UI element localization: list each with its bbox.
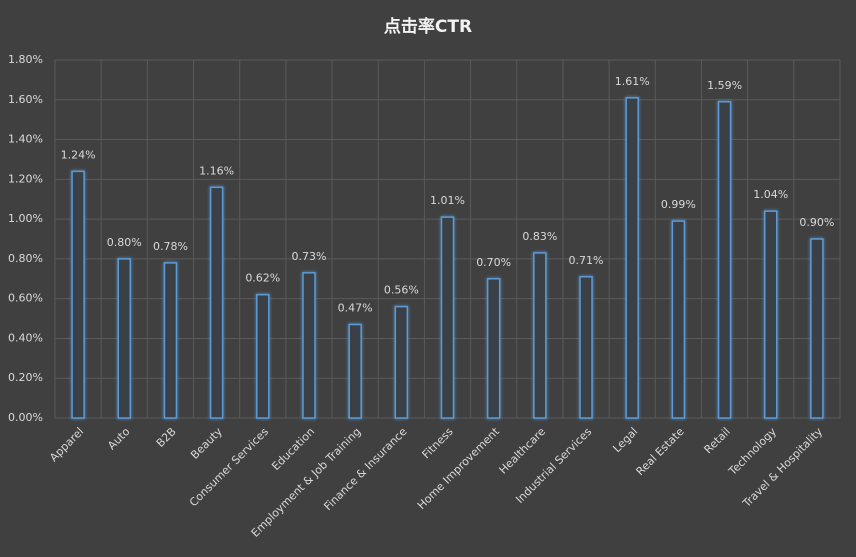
value-label: 1.59% (707, 79, 742, 92)
value-label: 0.71% (569, 254, 604, 267)
y-tick-label: 0.20% (8, 371, 43, 384)
y-tick-label: 1.80% (8, 53, 43, 66)
bar (440, 216, 455, 419)
bar (533, 252, 547, 419)
value-label: 0.73% (291, 250, 326, 263)
value-label: 0.80% (107, 236, 142, 249)
bar (486, 278, 501, 419)
bar (717, 101, 732, 419)
bar (348, 323, 362, 419)
bar (302, 272, 316, 419)
value-label: 0.62% (245, 272, 280, 285)
y-tick-label: 0.00% (8, 411, 43, 424)
bar (671, 220, 686, 419)
bar (256, 293, 270, 419)
y-tick-label: 0.40% (8, 331, 43, 344)
y-tick-label: 1.20% (8, 172, 43, 185)
value-label: 1.01% (430, 194, 465, 207)
value-label: 0.90% (799, 216, 834, 229)
y-tick-label: 1.60% (8, 93, 43, 106)
bar (209, 186, 224, 419)
y-tick-label: 0.60% (8, 292, 43, 305)
value-label: 0.99% (661, 198, 696, 211)
bar (625, 97, 639, 419)
bar (394, 305, 409, 419)
value-label: 0.83% (522, 230, 557, 243)
bar (117, 258, 132, 419)
bar (579, 276, 593, 419)
value-label: 1.16% (199, 164, 234, 177)
bar (163, 262, 178, 419)
value-label: 0.70% (476, 256, 511, 269)
value-label: 0.47% (338, 302, 373, 315)
bar (71, 170, 85, 419)
value-label: 1.04% (753, 188, 788, 201)
value-label: 1.24% (61, 148, 96, 161)
bar (810, 238, 824, 419)
value-label: 0.56% (384, 284, 419, 297)
chart-title: 点击率CTR (384, 16, 472, 37)
y-tick-label: 0.80% (8, 252, 43, 265)
y-tick-label: 1.00% (8, 212, 43, 225)
value-label: 1.61% (615, 75, 650, 88)
y-tick-label: 1.40% (8, 133, 43, 146)
value-label: 0.78% (153, 240, 188, 253)
bar (763, 210, 778, 419)
